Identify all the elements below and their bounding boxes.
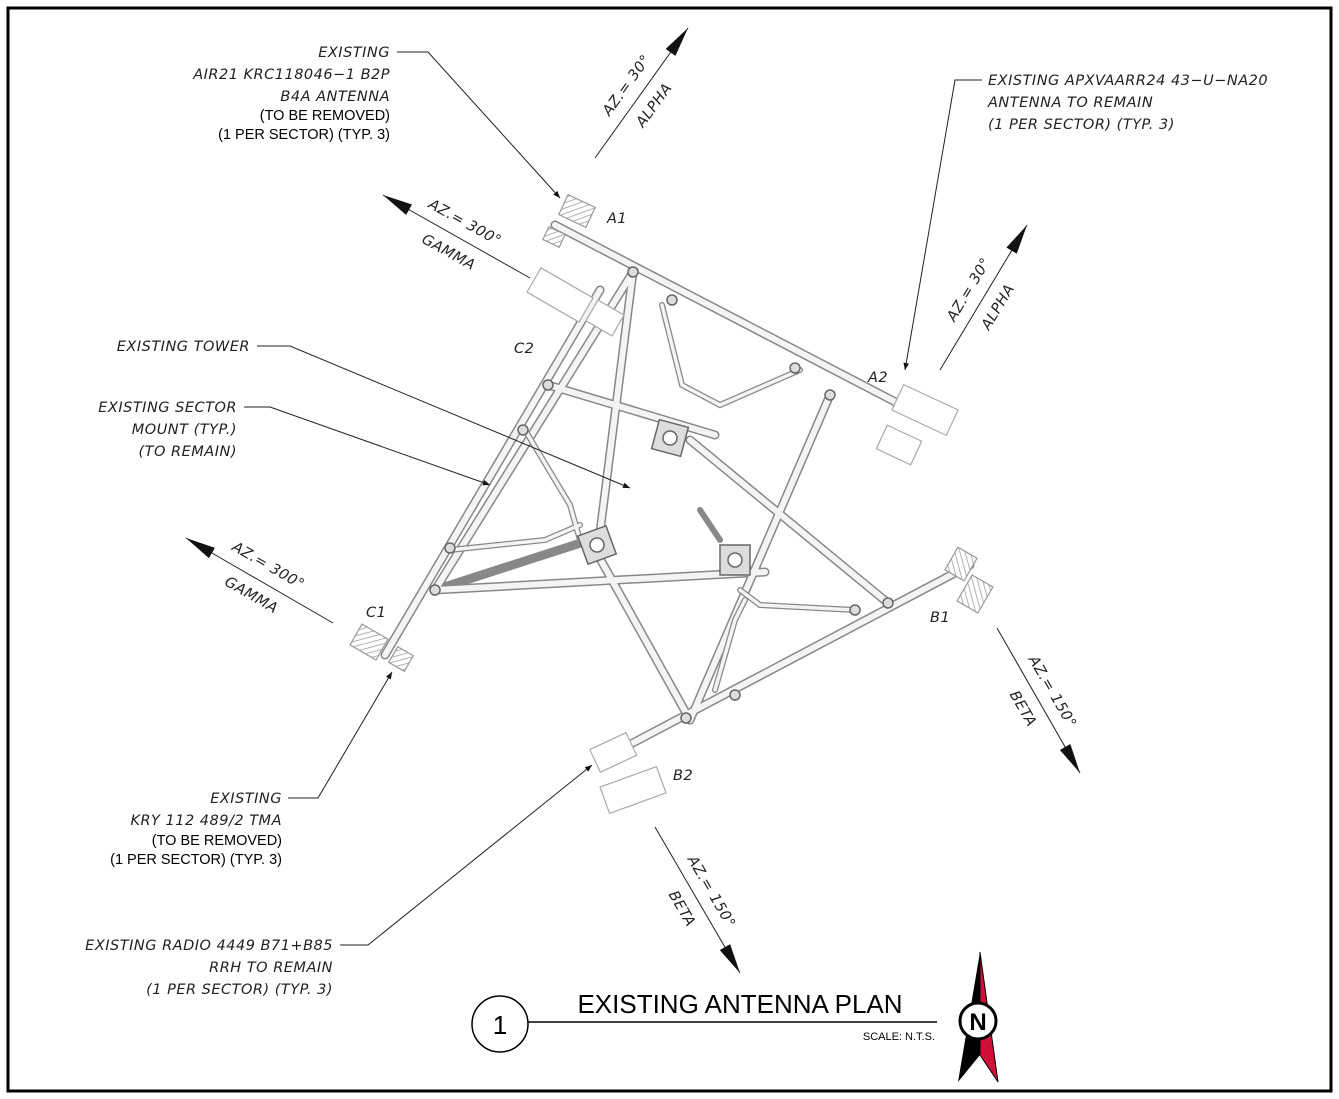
antenna-label: C2 — [514, 341, 534, 357]
north-arrow: N — [958, 952, 998, 1082]
tower-part-part — [518, 425, 528, 435]
callout-text: B4A ANTENNA — [280, 89, 390, 105]
leaders-part — [397, 52, 560, 198]
tower-part-part — [430, 585, 440, 595]
scale: SCALE: N.T.S. — [863, 1031, 935, 1043]
tower-part-part — [850, 605, 860, 615]
azimuth-arrows — [186, 28, 1080, 973]
callout-text: RRH TO REMAIN — [209, 960, 333, 976]
antenna-label: A2 — [867, 370, 888, 386]
antenna-shapes-part — [957, 575, 993, 613]
tower-part-part — [610, 565, 970, 755]
tower-part-part — [700, 510, 720, 540]
tower-part-part — [681, 713, 691, 723]
sector: GAMMA — [419, 232, 478, 274]
sector: GAMMA — [222, 574, 281, 617]
azimuth-labels: AZ.= 30°ALPHA AZ.= 300°GAMMA AZ.= 30°ALP… — [211, 52, 1079, 948]
tower-part-part — [728, 553, 742, 567]
callout-text: AIR21 KRC118046−1 B2P — [192, 67, 390, 83]
leaders-part — [288, 672, 392, 798]
callout-text: (1 PER SECTOR) (TYP. 3) — [988, 117, 1175, 133]
tower-part-part — [445, 543, 455, 553]
antenna-plan: A1 A2 B1 B2 C1 C2 AZ.= 30°ALPHA AZ.= 300… — [0, 0, 1339, 1099]
tower-part-part — [667, 295, 677, 305]
tower-part-part — [628, 267, 638, 277]
antenna-labels: A1 A2 B1 B2 C1 C2 — [366, 211, 950, 784]
callout-text: EXISTING — [318, 45, 390, 61]
leaders-part — [244, 407, 490, 485]
callout-text: MOUNT (TYP.) — [132, 422, 237, 438]
callouts: EXISTING AIR21 KRC118046−1 B2P B4A ANTEN… — [85, 45, 1268, 998]
callout-text: EXISTING TOWER — [117, 339, 250, 355]
tower-part — [385, 225, 970, 755]
tower-part-part — [730, 690, 740, 700]
tower-part-part — [543, 380, 553, 390]
callout-text: (1 PER SECTOR) (TYP. 3) — [218, 127, 390, 143]
antenna-shapes-part — [527, 268, 593, 322]
callout-text: EXISTING — [210, 791, 282, 807]
callout-text: (TO REMAIN) — [139, 444, 237, 460]
callout-text: EXISTING RADIO 4449 B71+B85 — [85, 938, 333, 954]
drawing-title: EXISTING ANTENNA PLAN — [577, 989, 902, 1019]
tower-part-part — [663, 431, 677, 445]
leaders-part — [905, 80, 982, 370]
sector: ALPHA — [978, 282, 1018, 334]
azimuth-labels-part: AZ.= 150°BETA — [995, 652, 1079, 748]
tower — [385, 225, 970, 755]
antenna-label: A1 — [606, 211, 627, 227]
tower-part-part — [385, 290, 600, 655]
title-block: 1 EXISTING ANTENNA PLAN SCALE: N.T.S. — [472, 989, 937, 1052]
callout-text: EXISTING SECTOR — [98, 400, 237, 416]
callout-text: (TO BE REMOVED) — [152, 833, 282, 849]
sector: BETA — [665, 888, 698, 929]
azimuth-labels-part: AZ.= 300°GAMMA — [408, 196, 504, 279]
sector: BETA — [1006, 688, 1039, 729]
antenna-label: B1 — [930, 610, 950, 626]
antenna-shapes-part — [600, 767, 666, 814]
azimuth-arrows-part — [940, 225, 1027, 370]
azimuth-arrows-part — [186, 538, 333, 623]
callouts-part: EXISTING TOWER EXISTING SECTOR MOUNT (TY… — [85, 339, 333, 998]
callout-text: EXISTING APXVAARR24 43−U−NA20 — [988, 73, 1268, 89]
leaders-part — [340, 765, 592, 945]
callout-text: KRY 112 489/2 TMA — [130, 813, 282, 829]
tower-part — [385, 225, 970, 755]
azimuth-labels-part: AZ.= 150°BETA — [654, 852, 738, 948]
azimuth-arrows-part — [595, 28, 688, 158]
antenna-shapes-part — [892, 385, 958, 436]
callout-text: (TO BE REMOVED) — [260, 108, 390, 124]
antenna-shapes-part — [559, 195, 595, 228]
callout-text: (1 PER SECTOR) (TYP. 3) — [146, 982, 333, 998]
callouts-part: EXISTING AIR21 KRC118046−1 B2P B4A ANTEN… — [192, 45, 390, 143]
north-label: N — [969, 1009, 986, 1036]
antenna-label: C1 — [366, 605, 386, 621]
tower-part-part — [883, 598, 893, 608]
antenna-shapes-part — [590, 733, 637, 773]
tower-part-part — [525, 430, 580, 540]
detail-number: 1 — [493, 1010, 507, 1040]
azimuth-labels-part: AZ.= 30°ALPHA — [599, 52, 682, 140]
tower-part-part — [590, 538, 604, 552]
callout-text: (1 PER SECTOR) (TYP. 3) — [110, 852, 282, 868]
callout-text: ANTENNA TO REMAIN — [987, 95, 1153, 111]
antenna-label: B2 — [673, 768, 693, 784]
antenna-shapes-part — [876, 425, 921, 465]
azimuth-labels-part: AZ.= 30°ALPHA — [944, 255, 1024, 342]
sector: ALPHA — [633, 81, 676, 132]
tower-part-part — [790, 363, 800, 373]
tower-part-part — [825, 390, 835, 400]
